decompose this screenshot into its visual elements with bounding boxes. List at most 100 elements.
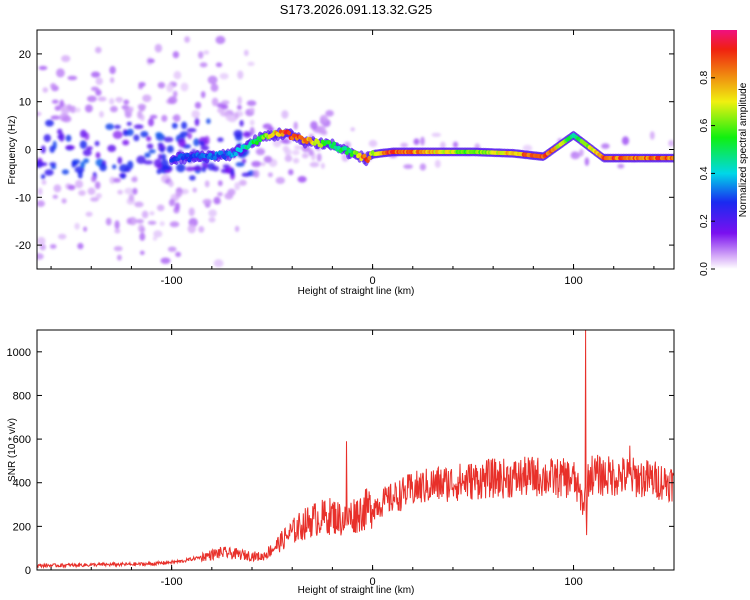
- noise-blob: [297, 176, 307, 183]
- noise-blob: [199, 140, 205, 147]
- signal-core: [233, 151, 238, 157]
- noise-blob: [85, 104, 93, 113]
- noise-blob: [117, 189, 123, 195]
- snr-background: [37, 330, 674, 570]
- noise-blob: [194, 117, 200, 127]
- noise-blob: [67, 184, 76, 191]
- x-tick-label: 0: [370, 576, 376, 588]
- noise-blob: [179, 131, 189, 138]
- x-tick-label: 0: [370, 275, 376, 287]
- noise-blob: [310, 121, 318, 130]
- noise-blob: [153, 158, 162, 168]
- noise-blob: [83, 226, 88, 232]
- noise-blob: [133, 134, 140, 142]
- noise-blob: [247, 61, 255, 66]
- signal-core: [362, 153, 367, 159]
- noise-blob: [85, 211, 93, 217]
- noise-blob: [212, 165, 220, 172]
- x-tick-label: 100: [564, 576, 582, 588]
- noise-blob: [309, 161, 320, 168]
- noise-blob: [210, 83, 219, 92]
- noise-blob: [110, 105, 118, 113]
- noise-blob: [140, 131, 149, 138]
- noise-blob: [176, 191, 182, 198]
- noise-blob: [114, 220, 120, 230]
- noise-blob: [139, 232, 146, 241]
- noise-blob: [168, 180, 174, 188]
- noise-blob: [200, 145, 210, 151]
- noise-blob: [58, 233, 67, 240]
- noise-blob: [208, 209, 217, 217]
- noise-blob: [217, 192, 223, 197]
- noise-blob: [105, 123, 114, 130]
- signal-core: [254, 140, 259, 145]
- signal-core: [238, 148, 243, 153]
- noise-blob: [53, 184, 62, 193]
- noise-blob: [77, 170, 83, 179]
- noise-blob: [211, 97, 219, 107]
- colorbar-tick-label: 0.6: [699, 118, 710, 132]
- signal-core: [185, 152, 190, 158]
- colorbar-label: Normalized spectral amplitude: [738, 82, 749, 217]
- noise-blob: [61, 169, 69, 175]
- y-tick-label: -10: [15, 192, 31, 204]
- colorbar: 0.0 0.2 0.4 0.6 0.8 Normalized spectral ampl…: [699, 30, 749, 276]
- noise-blob: [191, 110, 200, 119]
- x-tick-label: -100: [161, 576, 183, 588]
- noise-blob: [204, 180, 210, 188]
- x-tick-label: 100: [564, 275, 582, 287]
- noise-blob: [158, 153, 162, 160]
- signal-core: [348, 148, 353, 154]
- noise-blob: [253, 169, 260, 178]
- noise-blob: [234, 182, 241, 191]
- noise-blob: [440, 141, 446, 150]
- spectrogram-xlabel: Height of straight line (km): [298, 286, 415, 297]
- colorbar-tick-label: 0.8: [699, 70, 710, 84]
- noise-blob: [172, 51, 180, 59]
- noise-blob: [146, 136, 152, 142]
- noise-blob: [413, 138, 420, 145]
- noise-blob: [148, 118, 154, 127]
- noise-blob: [74, 107, 81, 113]
- noise-blob: [275, 177, 285, 184]
- noise-blob: [40, 145, 46, 154]
- noise-blob: [241, 158, 247, 164]
- noise-blob: [40, 174, 46, 180]
- noise-blob: [65, 145, 75, 150]
- noise-blob: [160, 159, 169, 168]
- noise-blob: [44, 169, 54, 176]
- noise-blob: [221, 100, 230, 105]
- snr-y-ticks: 0 200 400 600 800 1000: [7, 347, 674, 577]
- noise-blob: [175, 251, 182, 257]
- noise-blob: [136, 155, 146, 164]
- y-tick-label: 20: [19, 49, 31, 61]
- noise-blob: [649, 131, 655, 140]
- noise-blob: [155, 132, 163, 138]
- noise-blob: [152, 236, 158, 241]
- noise-blob: [288, 169, 294, 176]
- noise-blob: [282, 145, 290, 152]
- noise-blob: [74, 180, 84, 189]
- noise-blob: [109, 176, 116, 184]
- noise-blob: [260, 162, 266, 167]
- noise-blob: [601, 143, 610, 149]
- noise-blob: [233, 129, 243, 138]
- signal-core: [343, 146, 348, 151]
- noise-blob: [243, 131, 252, 138]
- noise-blob: [419, 163, 427, 171]
- noise-blob: [249, 119, 255, 126]
- noise-blob: [82, 149, 92, 157]
- noise-blob: [187, 132, 192, 140]
- figure-title: S173.2026.091.13.32.G25: [280, 2, 433, 17]
- noise-blob: [230, 167, 235, 177]
- noise-blob: [188, 207, 195, 217]
- noise-blob: [78, 190, 86, 196]
- noise-blob: [74, 222, 80, 230]
- y-tick-label: 10: [19, 97, 31, 109]
- noise-blob: [281, 110, 289, 119]
- signal-core: [327, 140, 332, 145]
- noise-blob: [246, 100, 257, 107]
- noise-blob: [368, 139, 378, 148]
- noise-blob: [120, 173, 126, 179]
- noise-blob: [114, 124, 121, 129]
